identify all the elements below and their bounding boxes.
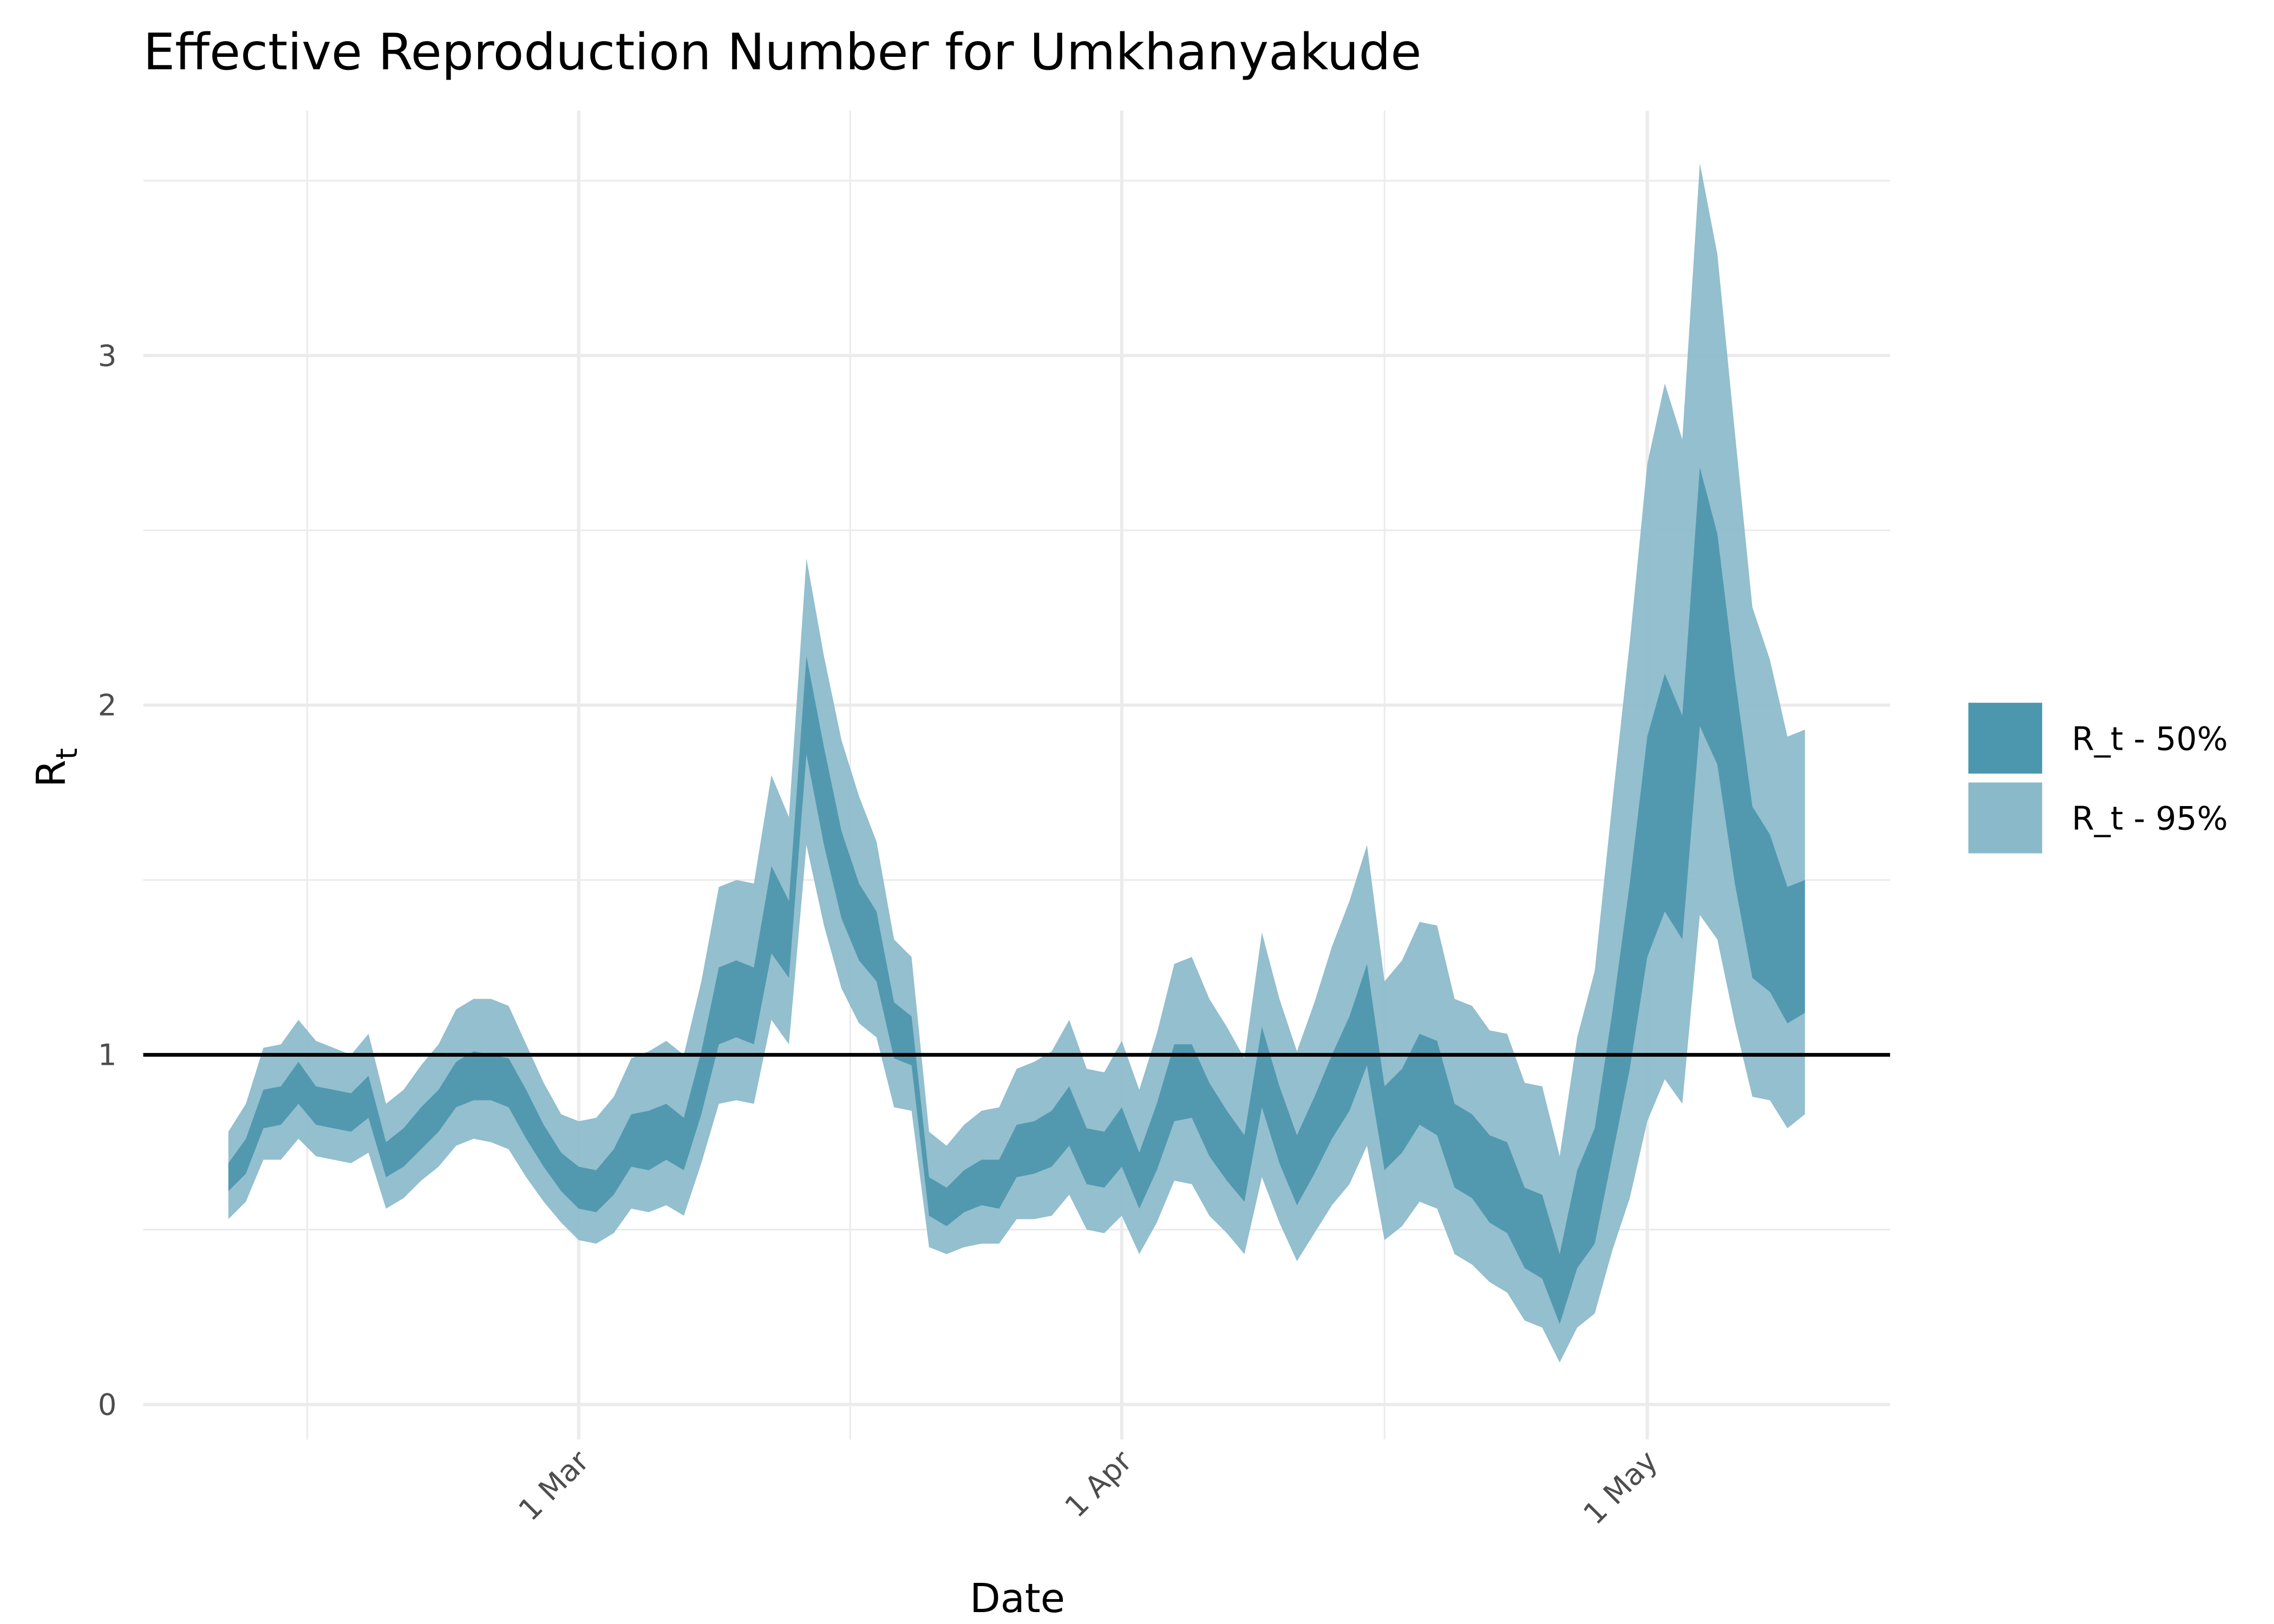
legend-label: R_t - 50% <box>2072 720 2227 758</box>
y-axis-title-main: R <box>29 759 75 787</box>
ribbon <box>228 467 1805 1324</box>
x-axis-title: Date <box>970 1576 1065 1622</box>
legend-label: R_t - 95% <box>2072 800 2227 838</box>
legend-key <box>1968 782 2042 854</box>
x-tick-label: 1 May <box>1577 1444 1664 1531</box>
y-tick-label: 1 <box>98 1038 117 1072</box>
y-tick-label: 0 <box>98 1387 117 1422</box>
y-tick-label: 3 <box>98 338 117 373</box>
x-tick-label: 1 Mar <box>512 1443 596 1527</box>
y-tick-label: 2 <box>98 688 117 723</box>
y-axis-title: Rt <box>29 748 84 788</box>
x-tick-label: 1 Apr <box>1058 1443 1139 1524</box>
legend-key <box>1968 703 2042 774</box>
ribbon <box>228 163 1805 1363</box>
y-axis-title-subscript: t <box>49 748 84 759</box>
chart-title: Effective Reproduction Number for Umkhan… <box>143 23 1422 81</box>
